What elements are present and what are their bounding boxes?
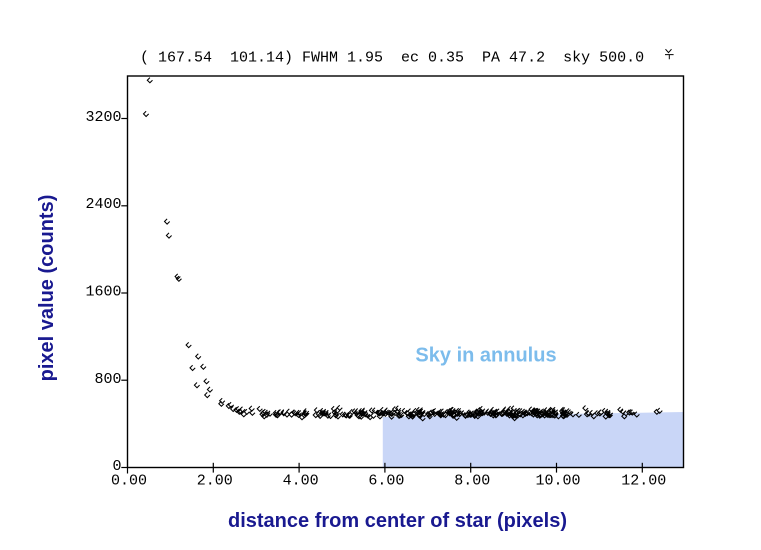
svg-text:Sky in annulus: Sky in annulus (415, 345, 556, 367)
svg-text:3200: 3200 (85, 109, 121, 126)
svg-text:8.00: 8.00 (454, 473, 490, 490)
svg-text:0: 0 (112, 458, 121, 475)
svg-text:( 167.54 101.14) FWHM 1.95 e: ( 167.54 101.14) FWHM 1.95 ec 0.35 PA 47… (140, 50, 644, 67)
svg-text:4.00: 4.00 (283, 473, 319, 490)
svg-text:6.00: 6.00 (368, 473, 404, 490)
svg-text:2.00: 2.00 (197, 473, 233, 490)
svg-text:pixel value (counts): pixel value (counts) (36, 195, 58, 382)
svg-text:0.00: 0.00 (111, 473, 147, 490)
svg-text:distance from center of star (: distance from center of star (pixels) (228, 510, 567, 532)
svg-text:10.00: 10.00 (535, 473, 580, 490)
svg-text:800: 800 (94, 371, 121, 388)
svg-text:1600: 1600 (85, 284, 121, 301)
svg-text:2400: 2400 (85, 196, 121, 213)
svg-text:12.00: 12.00 (621, 473, 666, 490)
